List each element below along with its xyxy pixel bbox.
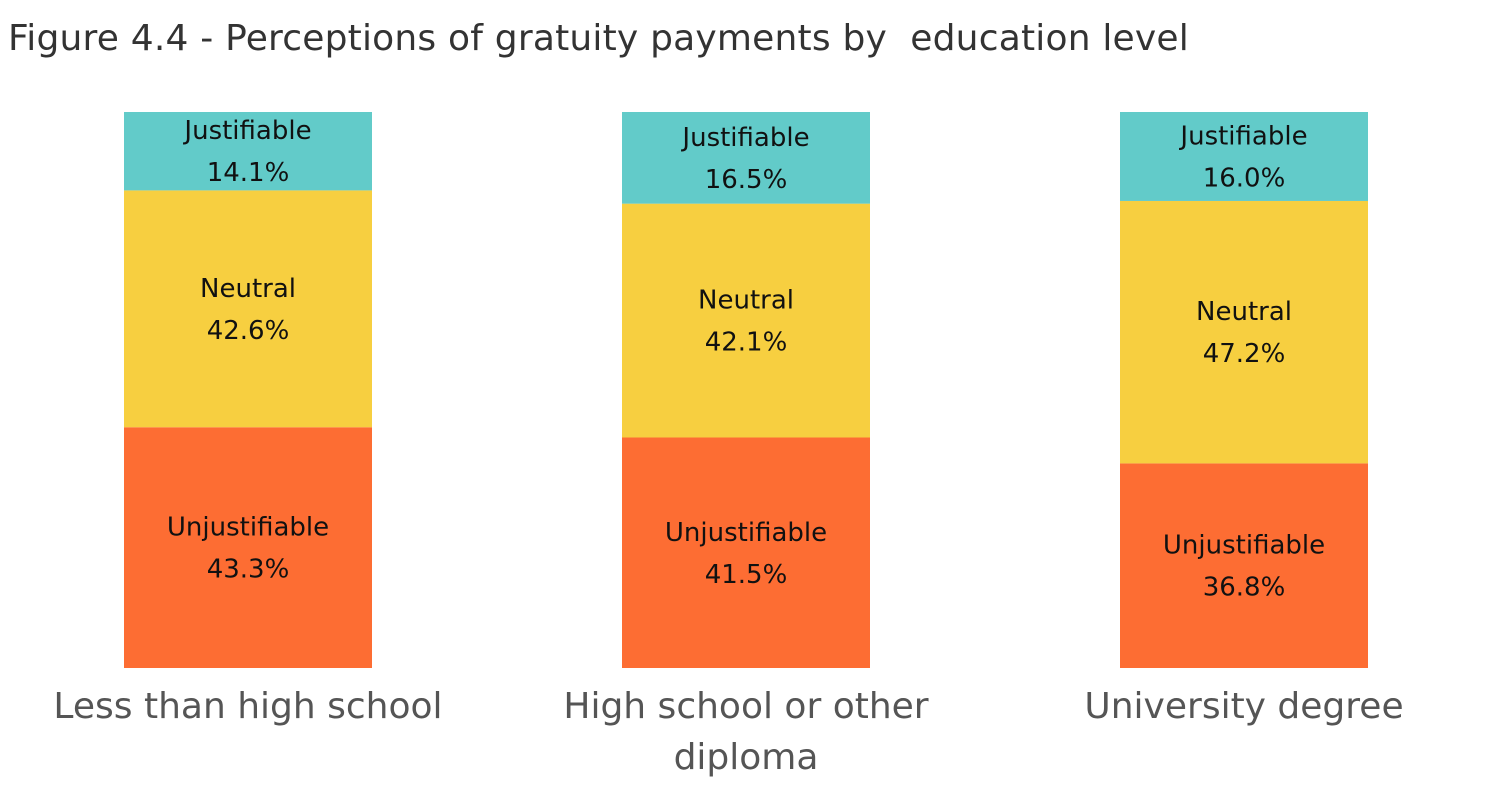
category-label: diploma bbox=[674, 737, 819, 778]
segment-value-label: 42.6% bbox=[207, 316, 290, 346]
segment-name-label: Justifiable bbox=[1178, 121, 1307, 151]
category-label: Less than high school bbox=[53, 686, 442, 727]
bar-segment-neutral-less-than-high-school bbox=[124, 190, 372, 428]
chart-title: Figure 4.4 - Perceptions of gratuity pay… bbox=[8, 18, 1189, 59]
segment-value-label: 14.1% bbox=[207, 158, 290, 188]
segment-name-label: Unjustifiable bbox=[167, 513, 329, 543]
segment-name-label: Neutral bbox=[200, 274, 296, 304]
segment-value-label: 47.2% bbox=[1203, 339, 1286, 369]
segment-value-label: 16.5% bbox=[705, 165, 788, 195]
segment-value-label: 16.0% bbox=[1203, 163, 1286, 193]
bar-segment-unjustifiable-less-than-high-school bbox=[124, 427, 372, 668]
segment-name-label: Unjustifiable bbox=[1163, 531, 1325, 561]
segment-value-label: 41.5% bbox=[705, 560, 788, 590]
segment-name-label: Justifiable bbox=[182, 116, 311, 146]
bar-segment-neutral-high-school-or-other-diploma bbox=[622, 203, 870, 438]
segment-value-label: 42.1% bbox=[705, 328, 788, 358]
bar-segment-unjustifiable-university-degree bbox=[1120, 463, 1368, 668]
segment-name-label: Justifiable bbox=[680, 123, 809, 153]
bar-segment-justifiable-high-school-or-other-diploma bbox=[622, 112, 870, 204]
category-label: High school or other bbox=[563, 686, 928, 727]
bar-segment-justifiable-less-than-high-school bbox=[124, 112, 372, 191]
bar-segment-justifiable-university-degree bbox=[1120, 112, 1368, 201]
segment-name-label: Neutral bbox=[698, 286, 794, 316]
segment-value-label: 36.8% bbox=[1203, 573, 1286, 603]
bar-segment-neutral-university-degree bbox=[1120, 200, 1368, 464]
segment-value-label: 43.3% bbox=[207, 555, 290, 585]
segment-name-label: Unjustifiable bbox=[665, 518, 827, 548]
category-label: University degree bbox=[1084, 686, 1403, 727]
bar-segment-unjustifiable-high-school-or-other-diploma bbox=[622, 437, 870, 668]
segment-name-label: Neutral bbox=[1196, 297, 1292, 327]
